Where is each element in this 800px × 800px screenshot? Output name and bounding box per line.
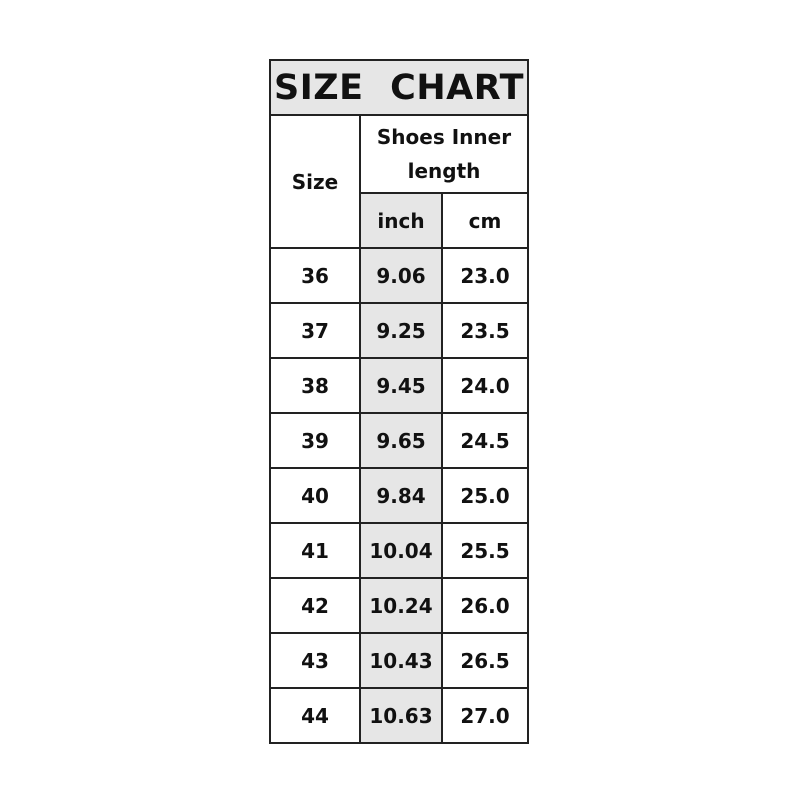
size-cell: 44: [269, 687, 361, 744]
table-row: 36 9.06 23.0: [269, 247, 529, 304]
inch-header: inch: [359, 192, 443, 249]
inch-cell: 10.04: [359, 522, 443, 579]
cm-cell: 26.5: [441, 632, 529, 689]
cm-cell: 25.5: [441, 522, 529, 579]
inner-length-header: Shoes Inner length: [359, 114, 529, 194]
cm-cell: 24.0: [441, 357, 529, 414]
size-cell: 42: [269, 577, 361, 634]
inch-cell: 9.45: [359, 357, 443, 414]
size-cell: 41: [269, 522, 361, 579]
inch-cell: 9.25: [359, 302, 443, 359]
size-cell: 39: [269, 412, 361, 469]
inch-cell: 10.24: [359, 577, 443, 634]
cm-cell: 27.0: [441, 687, 529, 744]
size-chart-table: SIZE CHART Size Shoes Inner length inch …: [269, 59, 529, 744]
size-cell: 40: [269, 467, 361, 524]
cm-cell: 23.5: [441, 302, 529, 359]
inch-cell: 9.06: [359, 247, 443, 304]
cm-cell: 25.0: [441, 467, 529, 524]
cm-cell: 23.0: [441, 247, 529, 304]
cm-cell: 26.0: [441, 577, 529, 634]
inch-cell: 10.63: [359, 687, 443, 744]
table-row: 43 10.43 26.5: [269, 632, 529, 689]
cm-cell: 24.5: [441, 412, 529, 469]
size-cell: 43: [269, 632, 361, 689]
size-cell: 38: [269, 357, 361, 414]
size-header: Size: [269, 114, 361, 249]
inch-cell: 9.65: [359, 412, 443, 469]
chart-title: SIZE CHART: [269, 59, 529, 116]
table-row: 37 9.25 23.5: [269, 302, 529, 359]
table-row: 39 9.65 24.5: [269, 412, 529, 469]
table-row: 41 10.04 25.5: [269, 522, 529, 579]
cm-header: cm: [441, 192, 529, 249]
table-row: 38 9.45 24.0: [269, 357, 529, 414]
size-cell: 37: [269, 302, 361, 359]
table-row: 42 10.24 26.0: [269, 577, 529, 634]
inch-cell: 10.43: [359, 632, 443, 689]
table-row: 44 10.63 27.0: [269, 687, 529, 744]
inch-cell: 9.84: [359, 467, 443, 524]
table-row: 40 9.84 25.0: [269, 467, 529, 524]
size-cell: 36: [269, 247, 361, 304]
